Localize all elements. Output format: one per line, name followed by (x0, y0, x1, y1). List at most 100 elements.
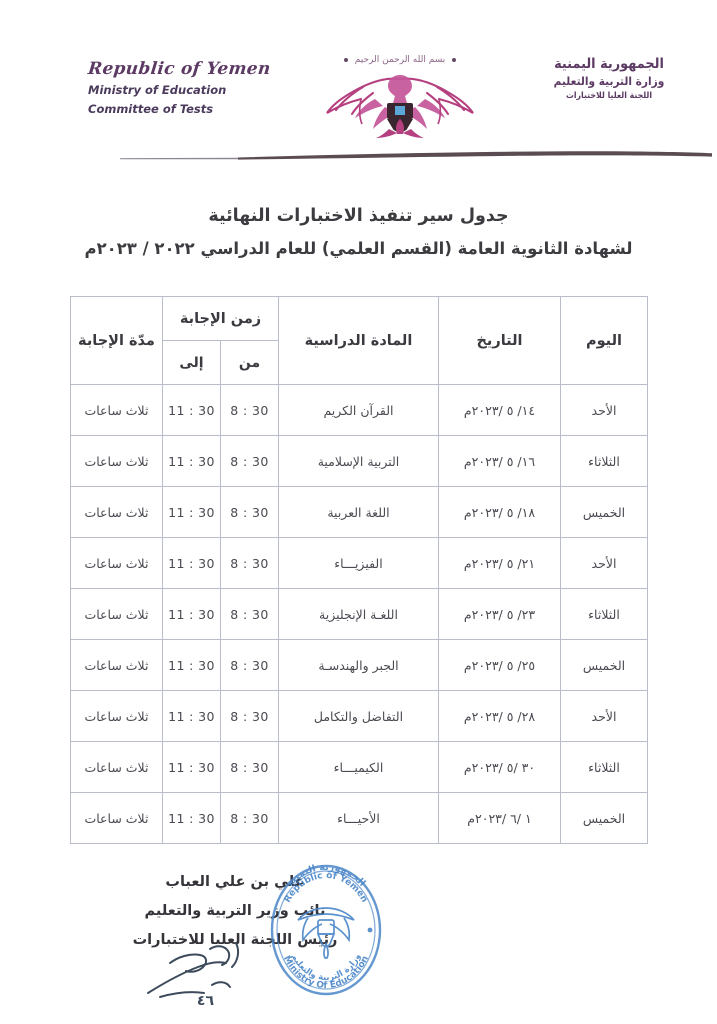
col-header-date: التاريخ (438, 296, 561, 385)
republic-of-yemen-ar: الجمهورية اليمنية (554, 56, 664, 72)
table-row: الخميس ١٨/ ٥ /٢٠٢٣م اللغة العربية 8 : 30 11 … (69, 486, 648, 538)
cell-time-from: 8 : 30 (220, 435, 279, 487)
cell-duration: ثلاث ساعات (69, 435, 163, 487)
republic-of-yemen-script: Republic of Yemen (86, 59, 272, 79)
cell-day: الأحد (560, 384, 648, 436)
ornament-dot-right (343, 57, 348, 62)
basmala-text: بسم الله الرحمن الرحيم (300, 56, 500, 65)
cell-date: ٢٣/ ٥ /٢٠٢٣م (438, 588, 561, 640)
table-row: الثلاثاء ١٦/ ٥ /٢٠٢٣م التربية الإسلامية 8 :… (69, 435, 648, 487)
cell-duration: ثلاث ساعات (69, 792, 163, 844)
cell-time-from: 8 : 30 (220, 741, 279, 793)
basmala-label: بسم الله الرحمن الرحيم (354, 55, 446, 65)
cell-duration: ثلاث ساعات (69, 384, 163, 436)
cell-time-to: 11 : 30 (161, 792, 222, 844)
letterhead: Republic of Yemen Ministry of Education … (0, 0, 717, 170)
supreme-committee-of-tests-ar: اللجنة العليا للاختبارات (565, 91, 653, 102)
exam-schedule-table: اليوم التاريخ المادة الدراسية زمن الإجاب… (69, 296, 648, 844)
cell-subject: اللغة العربية (278, 486, 439, 538)
page-title: جدول سير تنفيذ الاختبارات النهائية لشهاد… (0, 203, 717, 262)
cell-subject: القرآن الكريم (278, 384, 439, 436)
table-row: الخميس ١ /٦ /٢٠٢٣م الأحيـــاء 8 : 30 11 : 30… (69, 792, 648, 844)
table-header-row-1: اليوم التاريخ المادة الدراسية زمن الإجاب… (69, 296, 648, 385)
ministry-of-education-ar: وزارة التربية والتعليم (553, 74, 665, 89)
cell-subject: الكيميـــاء (278, 741, 439, 793)
table-row: الخميس ٢٥/ ٥ /٢٠٢٣م الجبر والهندسـة 8 : 30 1… (69, 639, 648, 691)
cell-duration: ثلاث ساعات (69, 588, 163, 640)
cell-subject: الفيزيـــاء (278, 537, 439, 589)
title-line-1: جدول سير تنفيذ الاختبارات النهائية (208, 206, 509, 226)
table-row: الثلاثاء ٢٣/ ٥ /٢٠٢٣م اللغـة الإنجليزية 8 :… (69, 588, 648, 640)
cell-day: الخميس (560, 639, 648, 691)
signature-block: علي بن علي العباب نائب وزير التربية والت… (70, 868, 400, 955)
cell-subject: الأحيـــاء (278, 792, 439, 844)
cell-duration: ثلاث ساعات (69, 690, 163, 742)
cell-subject: التفاضل والتكامل (278, 690, 439, 742)
cell-time-from: 8 : 30 (220, 384, 279, 436)
svg-text:٤٦: ٤٦ (197, 993, 215, 1009)
cell-date: ٢٨/ ٥ /٢٠٢٣م (438, 690, 561, 742)
cell-time-to: 11 : 30 (161, 588, 222, 640)
cell-time-to: 11 : 30 (161, 639, 222, 691)
letterhead-center-block: بسم الله الرحمن الرحيم (300, 52, 500, 160)
col-header-duration: مدّة الإجابة (69, 296, 163, 385)
ornament-dot-left (452, 57, 457, 62)
cell-duration: ثلاث ساعات (69, 486, 163, 538)
cell-day: الأحد (560, 690, 648, 742)
svg-text:Ministry Of Education: Ministry Of Education (281, 954, 371, 991)
cell-subject: اللغـة الإنجليزية (278, 588, 439, 640)
cell-day: الثلاثاء (560, 435, 648, 487)
cell-time-from: 8 : 30 (220, 690, 279, 742)
cell-date: ٢٥/ ٥ /٢٠٢٣م (438, 639, 561, 691)
cell-time-to: 11 : 30 (161, 741, 222, 793)
cell-time-from: 8 : 30 (220, 639, 279, 691)
cell-subject: التربية الإسلامية (278, 435, 439, 487)
table-head: اليوم التاريخ المادة الدراسية زمن الإجاب… (69, 296, 648, 385)
signatory-name: علي بن علي العباب (165, 874, 305, 890)
signatory-role-committee-head: رئيس اللجنة العليا للاختبارات (132, 932, 338, 948)
exam-schedule-table-wrapper: اليوم التاريخ المادة الدراسية زمن الإجاب… (69, 296, 648, 844)
table-row: الثلاثاء ٣٠ /٥ /٢٠٢٣م الكيميـــاء 8 : 30 11 … (69, 741, 648, 793)
table-row: الأحد ٢١/ ٥ /٢٠٢٣م الفيزيـــاء 8 : 30 11 : 3… (69, 537, 648, 589)
letterhead-right-block: الجمهورية اليمنية وزارة التربية والتعليم… (519, 56, 699, 102)
cell-day: الخميس (560, 486, 648, 538)
title-line-2: لشهادة الثانوية العامة (القسم العلمي) لل… (84, 239, 633, 259)
table-row: الأحد ١٤/ ٥ /٢٠٢٣م القرآن الكريم 8 : 30 11 :… (69, 384, 648, 436)
cell-date: ١٦/ ٥ /٢٠٢٣م (438, 435, 561, 487)
header-divider-rule (120, 151, 712, 160)
cell-day: الثلاثاء (560, 741, 648, 793)
cell-time-from: 8 : 30 (220, 792, 279, 844)
cell-day: الأحد (560, 537, 648, 589)
table-row: الأحد ٢٨/ ٥ /٢٠٢٣م التفاضل والتكامل 8 : 30 1… (69, 690, 648, 742)
cell-day: الخميس (560, 792, 648, 844)
table-header-row-2: من إلى (70, 340, 647, 385)
col-header-subject: المادة الدراسية (278, 296, 439, 385)
signatory-role-deputy-minister: نائب وزير التربية والتعليم (144, 903, 326, 919)
ministry-of-education-en: Ministry of Education (88, 82, 227, 97)
cell-duration: ثلاث ساعات (69, 741, 163, 793)
cell-day: الثلاثاء (560, 588, 648, 640)
table-body: الأحد ١٤/ ٥ /٢٠٢٣م القرآن الكريم 8 : 30 11 :… (69, 384, 648, 844)
svg-text:وزارة التربية والتعليم: وزارة التربية والتعليم (289, 952, 363, 983)
cell-date: ٢١/ ٥ /٢٠٢٣م (438, 537, 561, 589)
cell-time-to: 11 : 30 (161, 435, 222, 487)
cell-duration: ثلاث ساعات (69, 639, 163, 691)
committee-of-tests-en: Committee of Tests (88, 102, 214, 117)
cell-time-from: 8 : 30 (220, 537, 279, 589)
cell-time-from: 8 : 30 (220, 588, 279, 640)
cell-subject: الجبر والهندسـة (278, 639, 439, 691)
cell-date: ١٨/ ٥ /٢٠٢٣م (438, 486, 561, 538)
yemen-eagle-emblem-icon (300, 63, 500, 145)
col-header-day: اليوم (560, 296, 648, 385)
cell-date: ٣٠ /٥ /٢٠٢٣م (438, 741, 561, 793)
letterhead-left-block: Republic of Yemen Ministry of Education … (86, 59, 308, 118)
col-header-time-to: إلى (161, 340, 222, 385)
cell-date: ١٤/ ٥ /٢٠٢٣م (438, 384, 561, 436)
cell-duration: ثلاث ساعات (69, 537, 163, 589)
cell-time-to: 11 : 30 (161, 384, 222, 436)
col-header-time-from: من (220, 340, 279, 385)
cell-time-to: 11 : 30 (161, 486, 222, 538)
cell-time-from: 8 : 30 (220, 486, 279, 538)
cell-time-to: 11 : 30 (161, 690, 222, 742)
cell-date: ١ /٦ /٢٠٢٣م (438, 792, 561, 844)
